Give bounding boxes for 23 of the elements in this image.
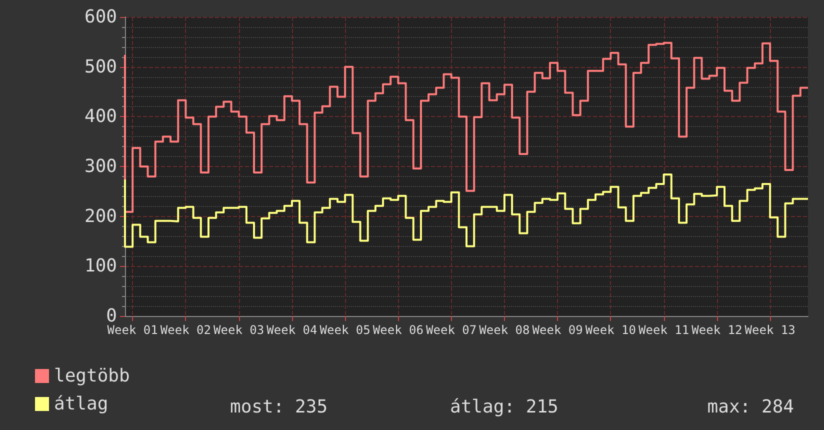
- x-tick-label: Week 10: [585, 323, 636, 337]
- text: most: 235: [230, 396, 328, 418]
- x-tick-label: Week 02: [160, 323, 211, 337]
- y-tick-label: 600: [84, 6, 117, 28]
- x-tick-label: Week 08: [479, 323, 530, 337]
- y-tick-label: 400: [84, 106, 117, 128]
- text: max: 284: [707, 396, 794, 418]
- x-tick-label: Week 05: [320, 323, 370, 337]
- y-tick-label: 300: [84, 156, 117, 177]
- x-tick-label: Week 12: [692, 323, 742, 337]
- x-tick-label: Week 07: [426, 323, 477, 337]
- y-tick-label: 500: [84, 56, 117, 78]
- x-tick-label: Week 06: [372, 323, 424, 337]
- legend-label: legtöbb: [54, 366, 130, 386]
- y-tick-label: 200: [84, 206, 117, 227]
- text: átlag: 215: [450, 396, 558, 418]
- y-tick-label: 100: [84, 256, 117, 277]
- x-tick-label: Week 11: [638, 323, 690, 337]
- legend-label: átlag: [54, 394, 108, 414]
- x-tick-label: Week 04: [266, 323, 318, 337]
- x-tick-label: Week 03: [214, 323, 264, 337]
- x-tick-label: Week 13: [744, 323, 796, 337]
- x-tick-label: Week 09: [532, 323, 583, 337]
